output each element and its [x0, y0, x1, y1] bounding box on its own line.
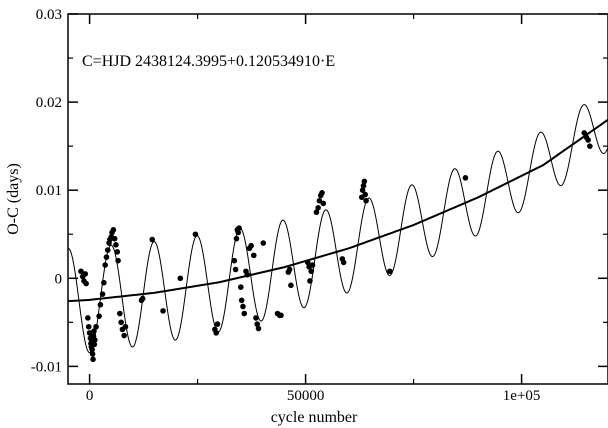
data-point: [362, 191, 369, 198]
data-point: [104, 247, 111, 253]
data-point: [360, 182, 367, 189]
data-point: [91, 328, 97, 334]
data-point: [320, 200, 327, 207]
data-point: [177, 275, 184, 282]
data-point: [113, 242, 119, 248]
data-points: [78, 130, 593, 363]
data-point: [236, 225, 242, 231]
data-point: [304, 259, 311, 266]
data-point: [149, 236, 156, 243]
data-point: [90, 356, 96, 363]
quadratic-fit-line: [67, 118, 608, 303]
data-point: [309, 262, 316, 268]
data-point: [121, 332, 127, 339]
data-point: [363, 197, 369, 204]
data-point: [110, 227, 117, 233]
data-point: [278, 312, 284, 319]
data-point: [85, 323, 92, 330]
data-point: [307, 278, 313, 284]
data-point: [160, 308, 166, 314]
data-point: [89, 346, 95, 353]
data-point: [231, 257, 238, 264]
data-point: [102, 262, 108, 268]
data-point: [118, 319, 124, 326]
data-point: [85, 315, 91, 321]
data-point: [103, 254, 110, 260]
x-axis-title: cycle number: [271, 409, 358, 426]
data-point: [387, 268, 393, 275]
data-point: [235, 229, 242, 236]
data-point: [96, 313, 102, 319]
data-point: [91, 337, 98, 343]
y-axis-title: O-C (days): [5, 163, 22, 235]
x-tick-label: 0: [86, 388, 94, 404]
data-point: [313, 209, 320, 216]
data-point: [233, 235, 240, 242]
data-point: [585, 137, 591, 143]
data-point: [248, 242, 254, 249]
x-tick-label: 50000: [287, 388, 325, 404]
data-point: [250, 252, 257, 259]
data-point: [361, 178, 368, 185]
data-point: [581, 130, 588, 136]
data-point: [78, 268, 84, 275]
data-point: [315, 205, 321, 211]
data-point: [232, 266, 239, 273]
data-point: [83, 280, 89, 287]
data-point: [238, 284, 244, 290]
fit-curves: [67, 104, 608, 354]
data-point: [101, 279, 107, 286]
y-tick-label: 0.02: [36, 95, 62, 111]
sinusoidal-fit-line: [67, 104, 608, 354]
data-point: [244, 271, 251, 278]
data-point: [86, 330, 93, 336]
data-point: [99, 291, 106, 297]
data-point: [122, 323, 129, 330]
data-point: [462, 175, 469, 181]
data-point: [117, 310, 123, 317]
data-point: [308, 268, 315, 275]
y-tick-label: 0: [55, 271, 63, 287]
data-point: [139, 295, 146, 302]
data-point: [319, 190, 325, 196]
data-point: [260, 240, 267, 246]
data-point: [359, 187, 366, 193]
x-tick-label: 1e+05: [503, 388, 541, 404]
tick-labels: 0 50000 1e+05 -0.01 0 0.01 0.02 0.03: [31, 7, 541, 404]
data-point: [93, 323, 99, 330]
data-point: [340, 259, 347, 266]
data-point: [111, 235, 118, 242]
data-point: [288, 282, 294, 289]
plot-area: [67, 13, 608, 385]
data-point: [587, 143, 593, 149]
y-tick-label: 0.01: [36, 183, 62, 199]
data-point: [192, 231, 199, 238]
data-point: [114, 249, 121, 255]
data-point: [91, 341, 98, 348]
data-point: [286, 266, 293, 273]
annotation-ephemeris: C=HJD 2438124.3995+0.120534910·E: [82, 53, 335, 70]
data-point: [254, 321, 261, 327]
data-point: [238, 297, 245, 304]
data-point: [82, 271, 89, 277]
data-point: [240, 303, 246, 310]
data-point: [214, 321, 221, 327]
data-point: [115, 257, 121, 264]
y-tick-label: 0.03: [36, 7, 62, 23]
data-point: [255, 325, 262, 332]
data-point: [253, 315, 259, 321]
data-point: [241, 310, 248, 317]
data-point: [97, 301, 104, 308]
data-point: [89, 351, 96, 357]
axis-ticks: [68, 13, 608, 384]
data-point: [213, 330, 219, 336]
y-tick-label: -0.01: [31, 359, 62, 375]
